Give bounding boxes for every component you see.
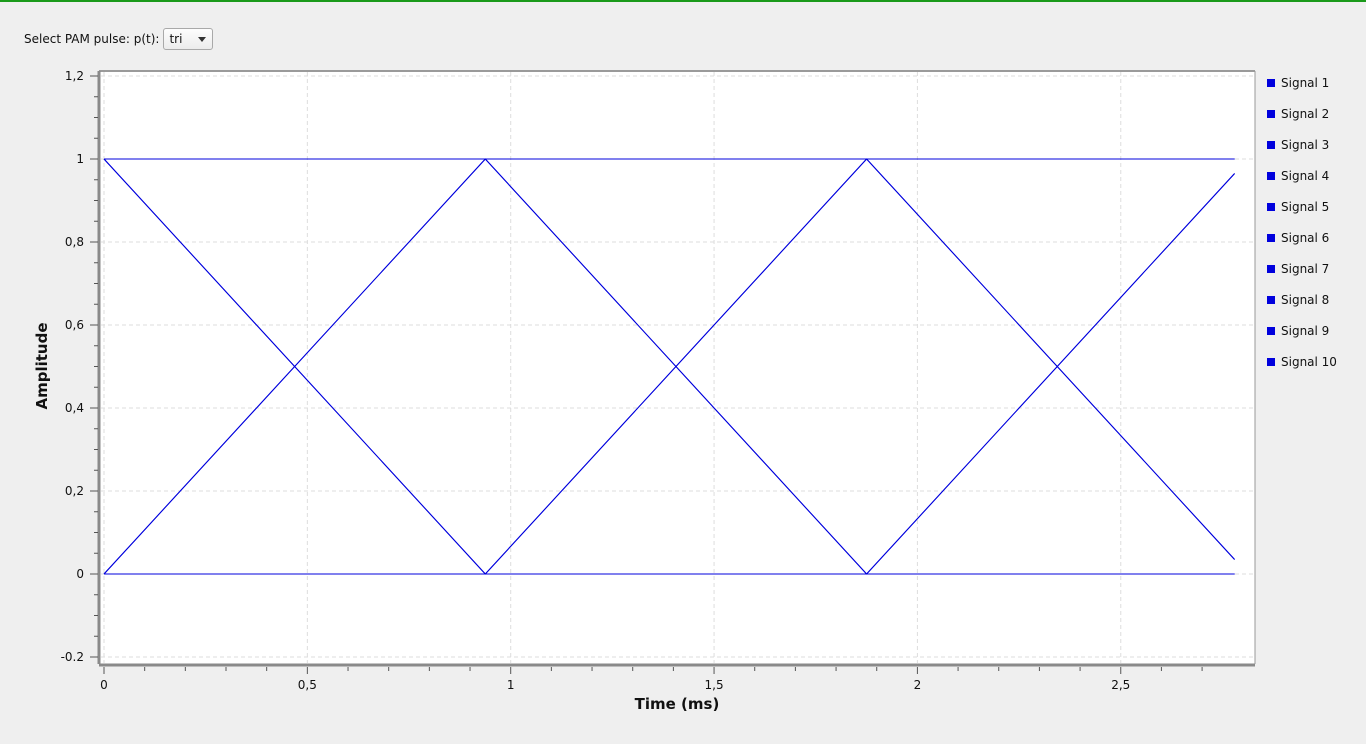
y-tick-label: 0,8 (65, 235, 84, 249)
legend-marker-signal-2 (1267, 110, 1275, 118)
y-tick-label: -0.2 (61, 650, 84, 664)
signal-curves (103, 158, 1235, 575)
legend-label-signal-4: Signal 4 (1281, 169, 1329, 183)
pulse-combo-value: tri (169, 32, 183, 46)
pulse-selector: Select PAM pulse: p(t): tri (24, 27, 214, 51)
y-tick-label: 0,6 (65, 318, 84, 332)
legend-label-signal-5: Signal 5 (1281, 200, 1329, 214)
x-tick-label: 0 (100, 678, 108, 692)
legend-marker-signal-5 (1267, 203, 1275, 211)
legend-label-signal-1: Signal 1 (1281, 76, 1329, 90)
x-tick-label: 2,5 (1111, 678, 1130, 692)
legend-label-signal-6: Signal 6 (1281, 231, 1329, 245)
x-axis-title: Time (ms) (635, 695, 720, 713)
legend-marker-signal-3 (1267, 141, 1275, 149)
legend-marker-signal-7 (1267, 265, 1275, 273)
pulse-selector-label: Select PAM pulse: p(t): (24, 32, 160, 46)
y-tick-label: 1,2 (65, 69, 84, 83)
legend-label-signal-7: Signal 7 (1281, 262, 1329, 276)
x-axis: 0 0,5 1 1,5 2 2,5 (99, 663, 1255, 692)
legend-marker-signal-9 (1267, 327, 1275, 335)
legend-label-signal-2: Signal 2 (1281, 107, 1329, 121)
legend-marker-signal-10 (1267, 358, 1275, 366)
signal-10-line (104, 158, 1235, 575)
legend-label-signal-8: Signal 8 (1281, 293, 1329, 307)
pulse-combo-box[interactable]: tri (163, 28, 214, 50)
y-tick-label: 1 (76, 152, 84, 166)
legend-marker-signal-6 (1267, 234, 1275, 242)
chevron-down-icon (198, 37, 207, 42)
x-tick-label: 2 (914, 678, 922, 692)
y-tick-label: 0,4 (65, 401, 84, 415)
legend-marker-signal-4 (1267, 172, 1275, 180)
legend-label-signal-10: Signal 10 (1281, 355, 1337, 369)
legend-label-signal-3: Signal 3 (1281, 138, 1329, 152)
legend-marker-signal-1 (1267, 79, 1275, 87)
legend-marker-signal-8 (1267, 296, 1275, 304)
x-tick-label: 0,5 (298, 678, 317, 692)
y-axis-title: Amplitude (33, 322, 51, 409)
plot-frame (99, 70, 1256, 664)
y-tick-label: 0,2 (65, 484, 84, 498)
legend-label-signal-9: Signal 9 (1281, 324, 1329, 338)
y-axis: -0.2 0 0,2 0,4 0,6 0,8 1 1,2 (61, 69, 101, 664)
y-tick-label: 0 (76, 567, 84, 581)
x-tick-label: 1,5 (705, 678, 724, 692)
window-top-border (0, 0, 1366, 2)
legend: Signal 1 Signal 2 Signal 3 Signal 4 Signal 5… (1267, 76, 1337, 369)
x-tick-label: 1 (507, 678, 515, 692)
